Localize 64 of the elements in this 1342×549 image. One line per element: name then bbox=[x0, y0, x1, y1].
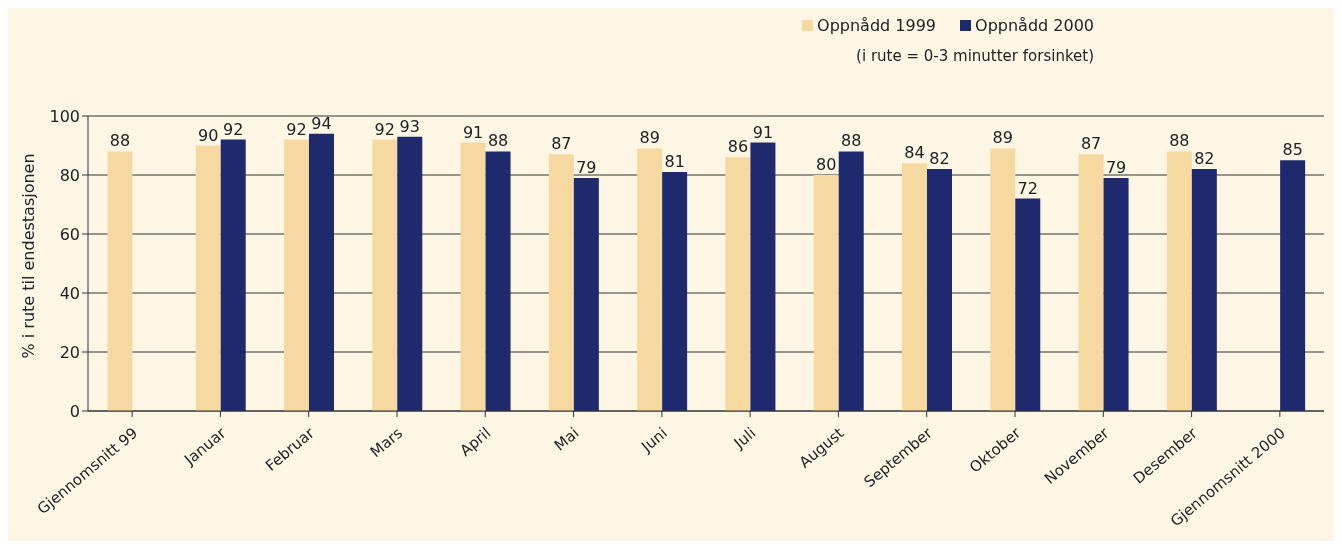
data-label: 82 bbox=[929, 149, 950, 169]
legend-label: Oppnådd 2000 bbox=[974, 16, 1094, 35]
data-label: 92 bbox=[374, 119, 395, 139]
y-tick-label: 40 bbox=[59, 283, 80, 303]
data-label: 80 bbox=[816, 155, 837, 174]
data-label: 85 bbox=[1282, 140, 1303, 160]
data-label: 91 bbox=[752, 122, 774, 142]
bar bbox=[1015, 198, 1041, 411]
data-label: 90 bbox=[198, 125, 219, 145]
y-tick-label: 20 bbox=[59, 342, 80, 362]
bar bbox=[548, 154, 574, 411]
y-tick-label: 60 bbox=[59, 224, 80, 244]
bar bbox=[1191, 169, 1217, 411]
bar bbox=[662, 172, 688, 411]
data-label: 84 bbox=[904, 143, 925, 163]
bar bbox=[460, 142, 486, 411]
legend-label: Oppnådd 1999 bbox=[816, 16, 937, 35]
y-axis-title: % i rute til endestasjonen bbox=[18, 153, 38, 359]
data-label: 79 bbox=[576, 157, 597, 177]
bar bbox=[901, 163, 927, 411]
data-label: 81 bbox=[664, 152, 685, 172]
data-label: 87 bbox=[1080, 134, 1102, 154]
data-label: 92 bbox=[223, 119, 244, 139]
bar bbox=[1280, 160, 1306, 411]
bar bbox=[926, 169, 952, 411]
data-label: 94 bbox=[311, 113, 332, 133]
bar bbox=[573, 177, 599, 411]
bar bbox=[195, 145, 221, 411]
data-label: 88 bbox=[1169, 131, 1190, 151]
bar bbox=[813, 175, 839, 411]
bar bbox=[485, 151, 511, 411]
data-label: 91 bbox=[462, 122, 484, 142]
data-label: 88 bbox=[487, 131, 509, 151]
bar bbox=[107, 151, 133, 411]
bar bbox=[220, 139, 246, 411]
bar bbox=[725, 157, 751, 411]
bar bbox=[990, 148, 1016, 411]
y-tick-label: 80 bbox=[59, 165, 80, 185]
y-tick-label: 0 bbox=[69, 401, 80, 421]
bar bbox=[1078, 154, 1104, 411]
data-label: 82 bbox=[1194, 149, 1215, 169]
x-tick-label: Juli bbox=[729, 423, 760, 453]
bar bbox=[750, 142, 776, 411]
bar bbox=[283, 139, 309, 411]
bar bbox=[372, 139, 398, 411]
bar bbox=[838, 151, 864, 411]
data-label: 88 bbox=[109, 131, 131, 151]
x-tick-label: Mai bbox=[550, 423, 583, 455]
bar bbox=[397, 136, 423, 411]
y-tick-label: 100 bbox=[49, 106, 80, 126]
data-label: 92 bbox=[286, 119, 307, 139]
data-label: 93 bbox=[399, 116, 420, 136]
data-label: 79 bbox=[1105, 157, 1127, 177]
data-label: 72 bbox=[1017, 178, 1038, 198]
bar bbox=[308, 133, 334, 411]
data-label: 89 bbox=[639, 128, 660, 148]
bar bbox=[637, 148, 663, 411]
data-label: 88 bbox=[841, 131, 862, 151]
bar bbox=[1166, 151, 1192, 411]
text: (i rute = 0-3 minutter forsinket) bbox=[856, 47, 1094, 65]
data-label: 89 bbox=[992, 128, 1013, 148]
data-label: 86 bbox=[727, 137, 749, 157]
bar bbox=[1103, 177, 1129, 411]
data-label: 87 bbox=[551, 134, 572, 154]
